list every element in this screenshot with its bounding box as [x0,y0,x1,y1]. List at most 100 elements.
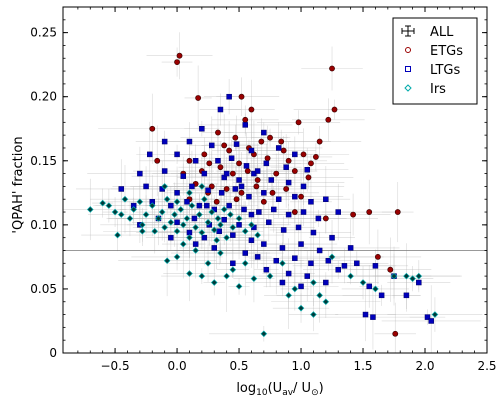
legend-label-all: ALL [430,25,454,40]
ltg-point [354,260,360,267]
ltg-point [341,263,348,269]
etg-point [291,168,298,174]
ltg-point [238,183,245,190]
ltg-point [268,177,275,183]
ltg-point [230,232,236,238]
etg-point [322,215,329,222]
y-tick-label: 0.15 [30,154,57,168]
legend-label-ltgs: LTGs [430,63,460,78]
x-tick-label: −0.5 [100,359,129,373]
ir-point [192,247,199,254]
ltg-point [218,190,225,196]
etg-point [285,157,292,164]
ltg-point [161,138,168,145]
ir-point [167,218,175,226]
ltg-point [192,158,199,164]
ltg-point [424,314,431,320]
ltg-point [223,170,230,177]
ltg-point [161,168,168,174]
ir-point [415,272,423,280]
ltg-point [236,222,242,228]
ir-point [347,272,354,280]
ltg-point [308,199,314,205]
ltg-point [261,129,267,136]
ir-point [161,183,168,190]
ltg-point [308,260,314,267]
ir-point [241,260,249,267]
etg-point [291,209,298,215]
etg-point [238,189,245,196]
ltg-point [300,183,307,190]
ir-point [285,292,292,299]
etg-point [217,164,224,171]
ltg-point [292,193,298,200]
etg-point [215,129,221,136]
etg-point [366,209,373,215]
etg-point [174,59,180,66]
ltg-point [254,254,261,260]
ltg-point [174,151,180,158]
x-axis-label: log10(Uav/ U⊙) [236,381,323,398]
ltg-point [174,190,180,196]
etg-point [244,168,251,174]
etg-point [176,52,183,59]
ltg-point [192,241,199,247]
ltg-point [147,151,153,158]
x-label-slash: / U [293,381,311,396]
ltg-point [242,250,248,256]
ltg-point [298,283,304,290]
ltg-point [292,255,298,261]
etg-point [273,170,280,177]
ir-point [217,249,224,257]
ltg-point [325,257,332,264]
ltg-point [275,145,282,151]
ir-point [310,311,317,318]
ltg-point [204,202,210,209]
ir-point [217,221,224,229]
ir-point [316,292,323,299]
x-tick-label: 2.5 [477,359,496,373]
ltg-point [186,138,193,145]
ir-point [117,211,125,218]
x-tick-label: 1.5 [353,359,372,373]
ltg-point [226,93,232,100]
ltg-point [300,209,307,215]
legend-marker-all [401,25,415,37]
ir-point [297,304,305,312]
ir-point [229,224,237,231]
ir-point [179,240,187,248]
ir-point [121,195,129,203]
etg-point [298,193,304,200]
etg-point [394,209,401,215]
etg-point [313,154,319,160]
ir-point [151,227,159,235]
etg-point [329,65,335,72]
etg-point [213,198,220,205]
ltg-point [271,206,277,213]
etg-point [186,157,193,164]
ltg-point [335,266,341,273]
legend-marker-etgs [405,47,411,53]
ir-point [173,198,181,206]
ltg-point [403,292,410,299]
ir-point [183,215,191,222]
ltg-point [285,179,292,186]
y-tick-label: 0.25 [30,26,57,40]
ltg-point [304,166,310,173]
ir-point [328,253,336,261]
ir-point [250,275,258,282]
ltg-point [248,237,255,243]
etg-point [233,196,240,203]
etg-point [201,151,208,158]
x-label-mid: (U [268,381,283,396]
ir-point [279,260,286,267]
ir-point [248,221,255,229]
etg-point [392,330,399,337]
ltg-point [217,106,224,113]
ltg-point [215,158,221,164]
ltg-point [196,202,203,209]
ltg-point [254,168,261,174]
etg-point [264,155,271,162]
ir-point [139,227,146,235]
ir-point [186,189,193,197]
